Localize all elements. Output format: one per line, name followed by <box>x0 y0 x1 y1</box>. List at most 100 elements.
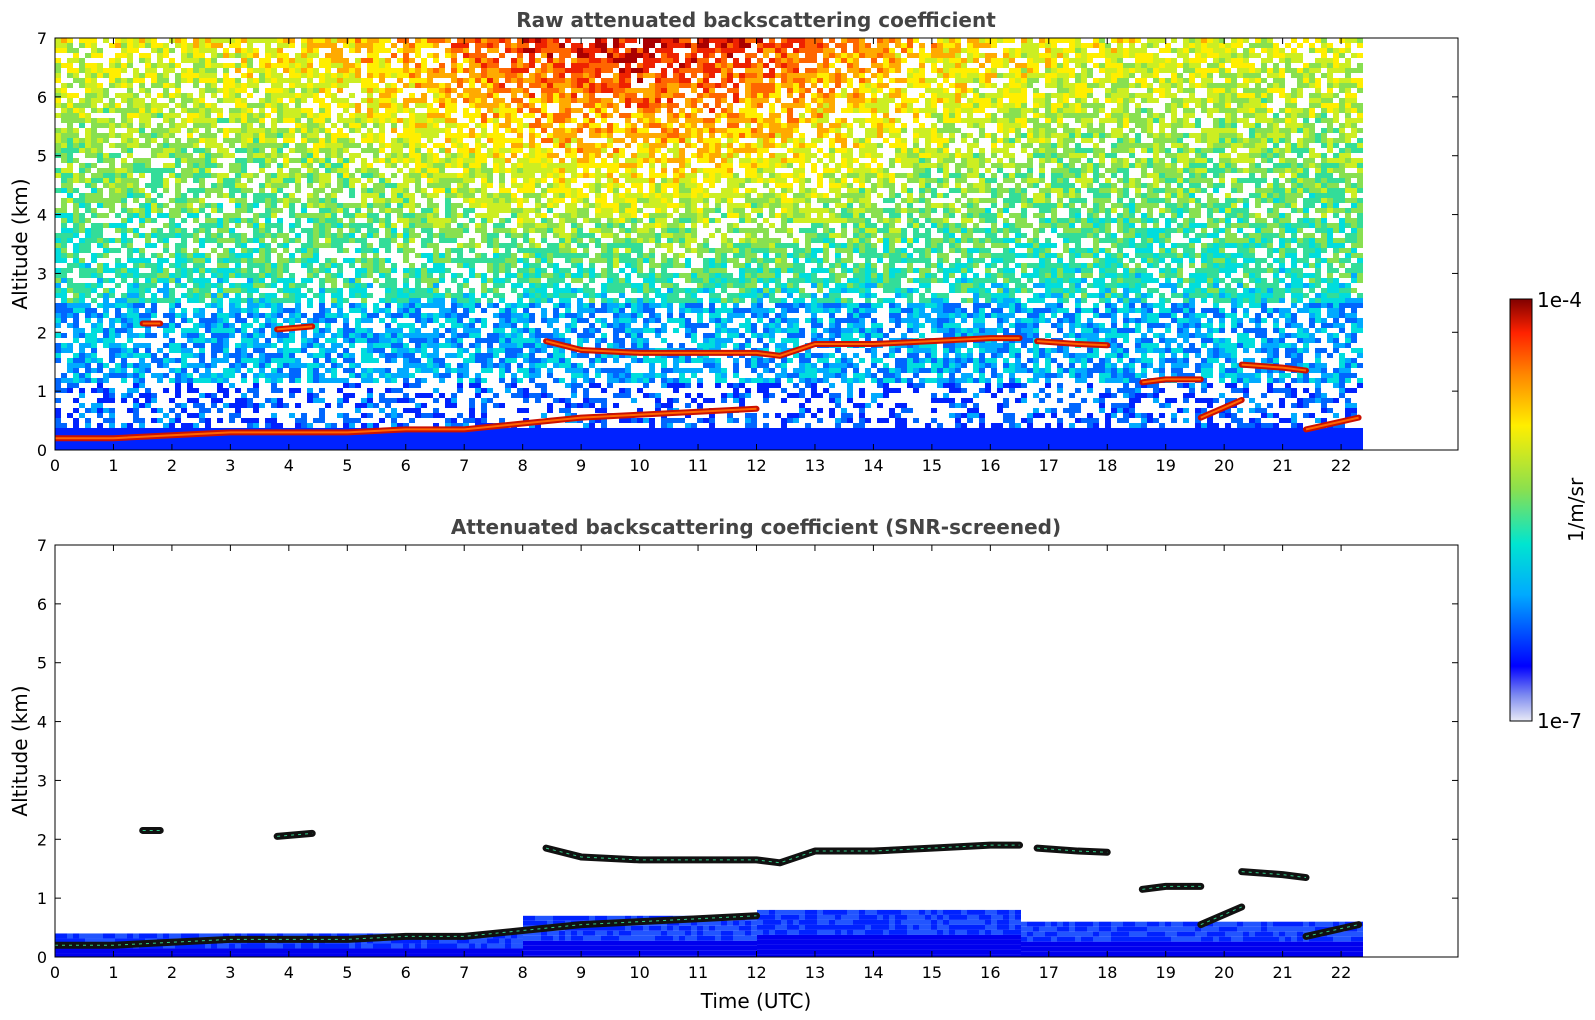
heatmap-cell <box>1057 108 1063 113</box>
heatmap-cell <box>997 103 1003 108</box>
heatmap-cell <box>277 168 283 173</box>
heatmap-cell <box>691 103 697 108</box>
heatmap-cell <box>1129 138 1135 143</box>
heatmap-cell <box>1315 78 1321 83</box>
heatmap-cell <box>199 103 205 108</box>
heatmap-cell <box>817 133 823 138</box>
heatmap-cell <box>1141 163 1147 168</box>
heatmap-cell <box>817 178 823 183</box>
heatmap-cell <box>733 58 739 63</box>
heatmap-cell <box>1033 73 1039 78</box>
heatmap-cell <box>493 43 499 48</box>
heatmap-cell <box>763 133 769 138</box>
heatmap-cell <box>1261 103 1267 108</box>
heatmap-cell <box>751 113 757 118</box>
heatmap-cell <box>151 73 157 78</box>
heatmap-cell <box>517 168 523 173</box>
heatmap-cell <box>577 58 583 63</box>
heatmap-cell <box>403 83 409 88</box>
heatmap-cell <box>583 63 589 68</box>
heatmap-cell <box>211 188 217 193</box>
heatmap-cell <box>283 108 289 113</box>
heatmap-cell <box>85 183 91 188</box>
heatmap-cell <box>523 68 529 73</box>
heatmap-cell <box>499 98 505 103</box>
heatmap-cell <box>1345 108 1351 113</box>
heatmap-cell <box>739 133 745 138</box>
heatmap-cell <box>1015 98 1021 103</box>
heatmap-cell <box>145 58 151 63</box>
heatmap-cell <box>907 163 913 168</box>
heatmap-cell <box>553 48 559 53</box>
heatmap-cell <box>811 143 817 148</box>
heatmap-cell <box>235 68 241 73</box>
heatmap-cell <box>637 78 643 83</box>
heatmap-cell <box>283 63 289 68</box>
heatmap-cell <box>1153 153 1159 158</box>
heatmap-cell <box>1015 118 1021 123</box>
heatmap-cell <box>445 183 451 188</box>
heatmap-cell <box>685 123 691 128</box>
heatmap-cell <box>223 88 229 93</box>
heatmap-cell <box>517 98 523 103</box>
heatmap-cell <box>667 93 673 98</box>
heatmap-cell <box>871 58 877 63</box>
heatmap-cell <box>595 168 601 173</box>
heatmap-cell <box>487 83 493 88</box>
heatmap-cell <box>883 98 889 103</box>
heatmap-cell <box>103 168 109 173</box>
heatmap-cell <box>1357 138 1363 143</box>
heatmap-cell <box>223 98 229 103</box>
heatmap-cell <box>1177 103 1183 108</box>
heatmap-cell <box>583 93 589 98</box>
heatmap-cell <box>1231 78 1237 83</box>
heatmap-cell <box>619 138 625 143</box>
heatmap-cell <box>1357 43 1363 48</box>
heatmap-cell <box>1243 118 1249 123</box>
heatmap-cell <box>433 153 439 158</box>
heatmap-cell <box>61 168 67 173</box>
heatmap-cell <box>379 38 385 43</box>
heatmap-cell <box>133 168 139 173</box>
heatmap-cell <box>955 128 961 133</box>
heatmap-cell <box>913 163 919 168</box>
heatmap-cell <box>439 143 445 148</box>
heatmap-cell <box>1201 178 1207 183</box>
heatmap-cell <box>427 43 433 48</box>
heatmap-cell <box>673 118 679 123</box>
heatmap-cell <box>1195 158 1201 163</box>
heatmap-cell <box>787 118 793 123</box>
heatmap-cell <box>979 153 985 158</box>
heatmap-cell <box>535 133 541 138</box>
heatmap-cell <box>109 78 115 83</box>
heatmap-cell <box>1243 88 1249 93</box>
heatmap-cell <box>451 73 457 78</box>
heatmap-cell <box>967 48 973 53</box>
heatmap-cell <box>955 78 961 83</box>
heatmap-cell <box>397 38 403 43</box>
heatmap-cell <box>241 118 247 123</box>
heatmap-cell <box>583 163 589 168</box>
heatmap-cell <box>1249 88 1255 93</box>
heatmap-cell <box>673 188 679 193</box>
heatmap-cell <box>415 158 421 163</box>
heatmap-cell <box>601 173 607 178</box>
heatmap-cell <box>1279 93 1285 98</box>
heatmap-cell <box>787 38 793 43</box>
heatmap-cell <box>163 48 169 53</box>
heatmap-cell <box>901 153 907 158</box>
heatmap-cell <box>1117 53 1123 58</box>
heatmap-cell <box>181 78 187 83</box>
heatmap-cell <box>175 113 181 118</box>
heatmap-cell <box>931 98 937 103</box>
heatmap-cell <box>631 113 637 118</box>
heatmap-cell <box>163 43 169 48</box>
heatmap-cell <box>757 128 763 133</box>
heatmap-cell <box>1333 128 1339 133</box>
heatmap-cell <box>145 53 151 58</box>
heatmap-cell <box>463 38 469 43</box>
heatmap-cell <box>685 118 691 123</box>
heatmap-cell <box>403 178 409 183</box>
heatmap-cell <box>679 133 685 138</box>
heatmap-cell <box>1021 53 1027 58</box>
